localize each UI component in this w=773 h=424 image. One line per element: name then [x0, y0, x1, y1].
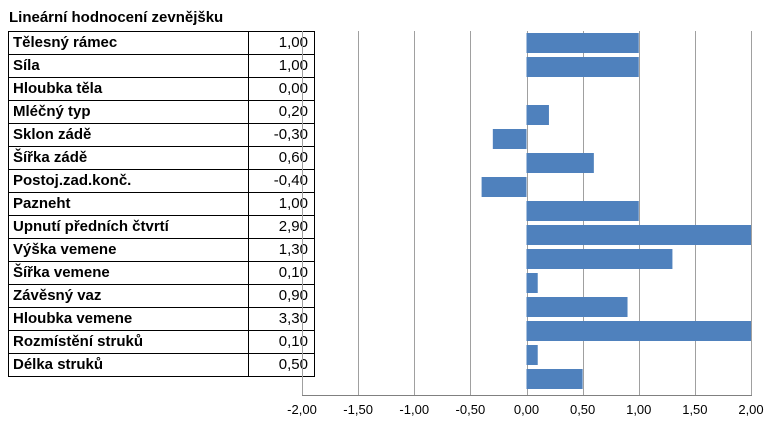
table-row: Pazneht 1,00 [8, 192, 315, 216]
value-label: 0,10 [248, 261, 315, 285]
x-tick-label: 1,50 [682, 402, 707, 417]
bar [526, 33, 639, 53]
category-label: Upnutí předních čtvrtí [8, 215, 249, 239]
x-tick-label: -0,50 [456, 402, 486, 417]
value-label: 0,20 [248, 100, 315, 124]
category-label: Síla [8, 54, 249, 78]
category-label: Hloubka vemene [8, 307, 249, 331]
bar [526, 297, 628, 317]
table-row: Tělesný rámec 1,00 [8, 31, 315, 55]
value-label: -0,40 [248, 169, 315, 193]
bar [526, 225, 751, 245]
value-label: -0,30 [248, 123, 315, 147]
value-label: 0,50 [248, 353, 315, 377]
category-label: Tělesný rámec [8, 31, 249, 55]
table-row: Hloubka vemene 3,30 [8, 307, 315, 331]
table-row: Výška vemene 1,30 [8, 238, 315, 262]
category-label: Délka struků [8, 353, 249, 377]
value-label: 0,60 [248, 146, 315, 170]
x-tick-label: 0,00 [514, 402, 539, 417]
table-row: Síla 1,00 [8, 54, 315, 78]
bar [481, 177, 527, 197]
chart-title: Lineární hodnocení zevnějšku [9, 9, 224, 26]
value-label: 1,00 [248, 54, 315, 78]
table-row: Upnutí předních čtvrtí 2,90 [8, 215, 315, 239]
x-tick-label: -1,50 [343, 402, 373, 417]
table-row: Mléčný typ 0,20 [8, 100, 315, 124]
bar [526, 201, 639, 221]
bar [526, 57, 639, 77]
value-label: 1,30 [248, 238, 315, 262]
x-tick-label: 0,50 [570, 402, 595, 417]
bar [526, 249, 673, 269]
table-row: Šířka zádě 0,60 [8, 146, 315, 170]
table-row: Závěsný vaz 0,90 [8, 284, 315, 308]
category-label: Mléčný typ [8, 100, 249, 124]
category-label: Šířka zádě [8, 146, 249, 170]
x-tick-label: -1,00 [399, 402, 429, 417]
category-label: Výška vemene [8, 238, 249, 262]
bar [526, 345, 538, 365]
x-tick-label: 1,00 [626, 402, 651, 417]
table-row: Délka struků 0,50 [8, 353, 315, 377]
data-table: Tělesný rámec 1,00 Síla 1,00 Hloubka těla 0,0… [8, 31, 315, 377]
bar [526, 153, 594, 173]
value-label: 1,00 [248, 192, 315, 216]
bar [492, 129, 527, 149]
bar [526, 273, 538, 293]
bar [526, 321, 751, 341]
x-tick-label: 2,00 [738, 402, 763, 417]
bar [526, 369, 583, 389]
bar [526, 105, 549, 125]
x-tick-label: -2,00 [287, 402, 317, 417]
